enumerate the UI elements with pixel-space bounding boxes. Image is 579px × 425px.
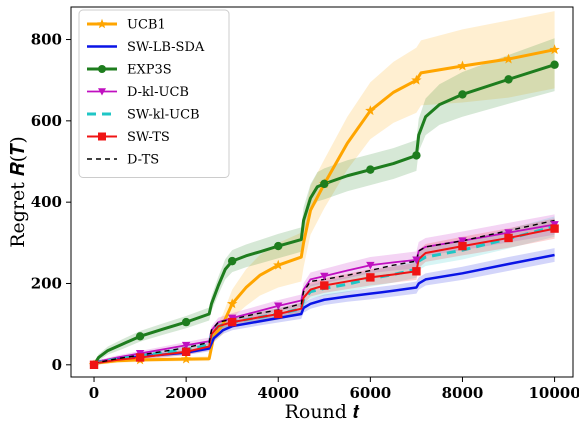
- point-ucb1: [227, 298, 238, 309]
- point-ucb1: [457, 60, 468, 71]
- legend-label-ucb1: UCB1: [127, 18, 166, 33]
- point-sw-ts: [550, 224, 559, 233]
- legend: UCB1 SW-LB-SDA EXP3S D-kl-UCB SW-kl-UCB SW-TS…: [78, 9, 230, 178]
- point-sw-ts: [320, 281, 329, 290]
- point-ucb1: [549, 44, 560, 55]
- legend-marker-sw-ts: [98, 132, 106, 141]
- point-ucb1: [273, 259, 284, 270]
- band-exp3s: [94, 38, 555, 365]
- point-ucb1: [365, 105, 376, 116]
- point-exp3s: [366, 165, 375, 174]
- point-sw-ts: [89, 360, 99, 370]
- point-exp3s: [412, 151, 421, 160]
- line-d-ts: [93, 219, 555, 366]
- point-sw-ts: [366, 273, 375, 282]
- x-tick-label: 8000: [442, 384, 484, 402]
- point-d-kl-ucb: [320, 272, 329, 281]
- x-tick-label: 6000: [349, 384, 391, 402]
- legend-label-d-kl-ucb: D-kl-UCB: [127, 85, 189, 100]
- point-d-kl-ucb: [274, 302, 283, 311]
- point-sw-ts: [227, 317, 237, 327]
- legend-marker-d-kl-ucb: [98, 88, 106, 96]
- point-ucb1: [411, 74, 422, 85]
- band-d-kl-ucb: [94, 214, 555, 365]
- point-d-kl-ucb: [504, 229, 513, 237]
- x-tick-label: 10000: [528, 384, 579, 402]
- y-axis-ticks: 0 200 400 600 800: [31, 31, 71, 374]
- series-markers: [88, 44, 560, 370]
- point-exp3s: [135, 332, 145, 341]
- legend-label-sw-kl-ucb: SW-kl-UCB: [127, 108, 200, 123]
- x-axis-label: Round 𝒕: [285, 401, 360, 423]
- x-tick-label: 0: [89, 384, 99, 402]
- point-exp3s: [320, 179, 329, 189]
- x-axis-ticks: 0 2000 4000 6000 8000 10000: [89, 377, 579, 402]
- point-ucb1: [503, 53, 514, 64]
- point-sw-ts: [412, 267, 421, 276]
- point-d-kl-ucb: [412, 256, 421, 265]
- point-d-kl-ucb: [366, 261, 375, 270]
- y-tick-label: 0: [52, 356, 62, 374]
- point-exp3s: [458, 90, 467, 99]
- plot-frame: [70, 6, 574, 378]
- line-exp3s: [92, 63, 556, 366]
- legend-label-exp3s: EXP3S: [127, 63, 172, 78]
- point-exp3s: [227, 256, 237, 266]
- point-d-kl-ucb: [458, 237, 467, 245]
- point-sw-ts: [181, 347, 191, 356]
- x-tick-label: 2000: [165, 384, 207, 402]
- point-d-kl-ucb: [181, 341, 191, 350]
- point-sw-ts: [458, 241, 467, 251]
- point-ucb1: [180, 353, 192, 364]
- y-tick-label: 600: [31, 112, 62, 130]
- legend-marker-exp3s: [98, 65, 106, 73]
- legend-marker-ucb1: [97, 18, 107, 29]
- point-exp3s: [550, 60, 559, 69]
- y-axis-label: Regret 𝑹(𝑻): [7, 136, 29, 248]
- legend-label-sw-lb-sda: SW-LB-SDA: [127, 40, 205, 55]
- point-exp3s: [181, 317, 191, 327]
- y-tick-label: 200: [31, 274, 62, 292]
- point-sw-ts: [135, 353, 145, 362]
- point-exp3s: [274, 241, 283, 251]
- point-sw-ts: [274, 309, 283, 319]
- legend-label-sw-ts: SW-TS: [127, 130, 170, 145]
- point-exp3s: [504, 75, 513, 84]
- legend-label-d-ts: D-TS: [127, 153, 159, 168]
- y-tick-label: 800: [31, 31, 62, 49]
- y-tick-label: 400: [31, 193, 62, 211]
- x-tick-label: 4000: [257, 384, 299, 402]
- point-sw-ts: [504, 233, 513, 243]
